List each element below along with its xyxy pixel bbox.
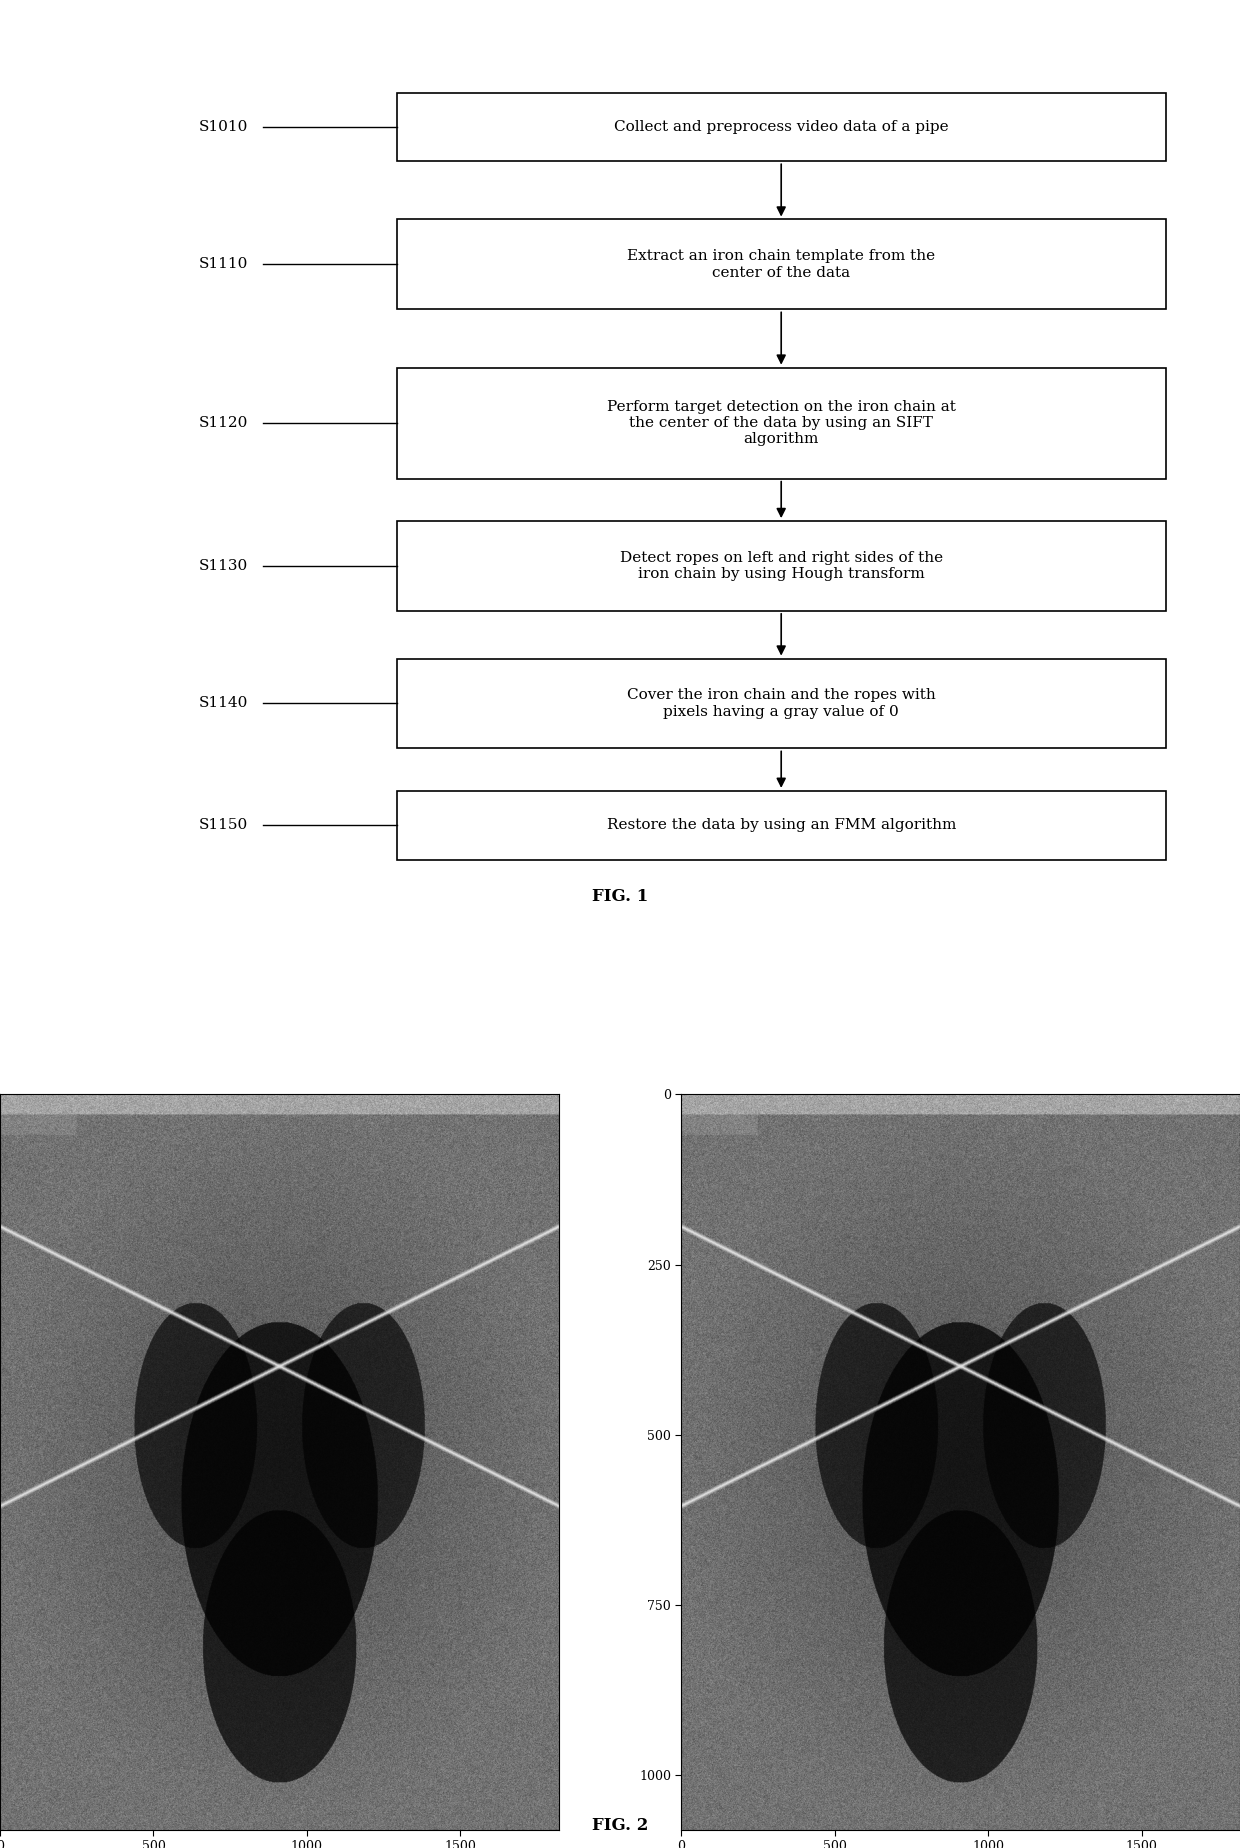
Text: Extract an iron chain template from the
center of the data: Extract an iron chain template from the … <box>627 249 935 279</box>
Text: Cover the iron chain and the ropes with
pixels having a gray value of 0: Cover the iron chain and the ropes with … <box>627 689 935 719</box>
Text: S1010: S1010 <box>198 120 248 133</box>
FancyBboxPatch shape <box>397 220 1166 309</box>
Text: FIG. 1: FIG. 1 <box>591 889 649 906</box>
FancyBboxPatch shape <box>397 521 1166 612</box>
Text: S1130: S1130 <box>198 558 248 573</box>
Text: Collect and preprocess video data of a pipe: Collect and preprocess video data of a p… <box>614 120 949 133</box>
Text: Restore the data by using an FMM algorithm: Restore the data by using an FMM algorit… <box>606 819 956 832</box>
Text: FIG. 2: FIG. 2 <box>591 1817 649 1835</box>
FancyBboxPatch shape <box>397 658 1166 748</box>
FancyBboxPatch shape <box>397 92 1166 161</box>
Text: Perform target detection on the iron chain at
the center of the data by using an: Perform target detection on the iron cha… <box>606 399 956 447</box>
Text: S1150: S1150 <box>198 819 248 832</box>
FancyBboxPatch shape <box>397 368 1166 479</box>
Text: S1140: S1140 <box>198 697 248 710</box>
Text: S1120: S1120 <box>198 416 248 431</box>
Text: Detect ropes on left and right sides of the
iron chain by using Hough transform: Detect ropes on left and right sides of … <box>620 551 942 580</box>
Text: S1110: S1110 <box>198 257 248 272</box>
FancyBboxPatch shape <box>397 791 1166 859</box>
